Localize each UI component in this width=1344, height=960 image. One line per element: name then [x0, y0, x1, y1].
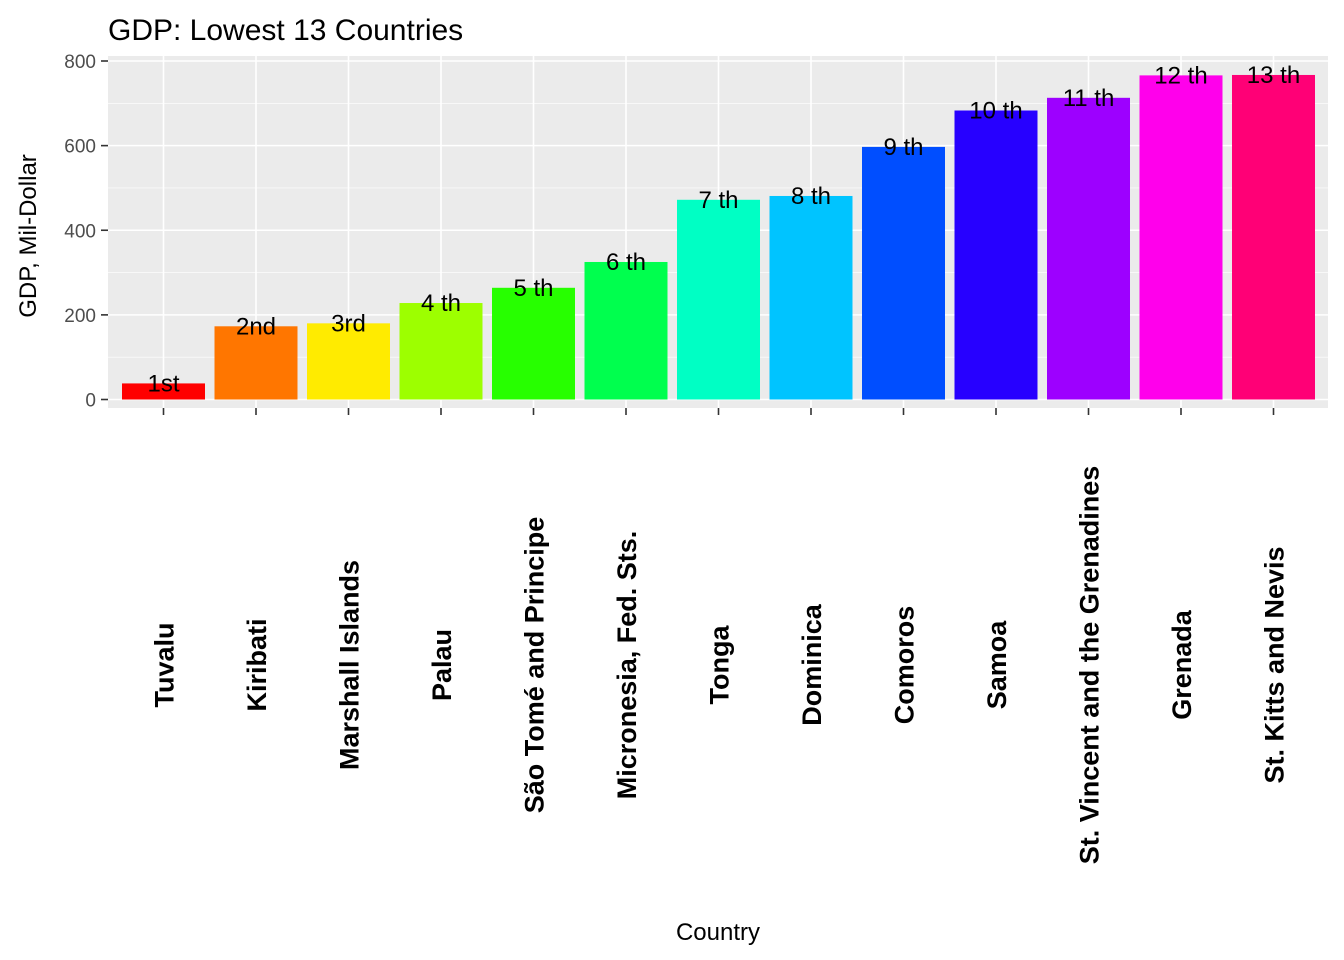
- y-axis-title: GDP, Mil-Dollar: [15, 154, 42, 318]
- bar: [1047, 97, 1130, 400]
- x-axis: Tuvalu Kiribati Marshall Islands Palau São T…: [150, 408, 1290, 864]
- bar-data-label: 4 th: [421, 290, 461, 317]
- bar: [1139, 75, 1223, 400]
- bar-data-label: 11 th: [1063, 85, 1115, 112]
- x-tick-label: Comoros: [890, 606, 920, 725]
- bar-data-label: 6 th: [606, 249, 646, 276]
- y-tick-label: 0: [85, 391, 96, 412]
- x-tick-label: Tuvalu: [150, 622, 180, 707]
- y-tick-label: 400: [64, 221, 96, 242]
- bar-data-label: 10 th: [969, 98, 1022, 125]
- y-tick-label: 200: [64, 306, 96, 327]
- bar: [122, 383, 205, 400]
- bar-data-label: 12 th: [1154, 62, 1207, 89]
- bar: [954, 110, 1038, 400]
- bar-data-label: 3rd: [331, 310, 366, 337]
- y-tick-label: 600: [64, 137, 96, 158]
- bar: [1232, 74, 1315, 400]
- x-tick-label: Marshall Islands: [335, 560, 365, 770]
- bar-data-label: 5 th: [513, 275, 553, 302]
- bar: [584, 261, 668, 400]
- x-tick-label: Micronesia, Fed. Sts.: [612, 531, 642, 800]
- data-labels: 1st 2nd 3rd 4 th 5 th 6 th 7 th 8 th 9 th 10 th 11…: [147, 62, 1300, 397]
- x-tick-label: Dominica: [797, 603, 827, 726]
- bar-data-label: 13 th: [1247, 62, 1300, 89]
- bar: [214, 326, 298, 400]
- y-tick-label: 800: [64, 52, 96, 73]
- bar: [769, 195, 853, 400]
- bar-data-label: 8 th: [791, 183, 831, 210]
- bar: [492, 287, 575, 400]
- x-tick-label: São Tomé and Principe: [520, 517, 550, 814]
- x-tick-label: Palau: [427, 629, 457, 701]
- x-tick-label: St. Vincent and the Grenadines: [1075, 466, 1105, 865]
- bar: [862, 146, 945, 400]
- x-axis-title: Country: [676, 919, 760, 946]
- bar-data-label: 2nd: [236, 313, 276, 340]
- x-tick-label: Tonga: [705, 625, 735, 705]
- bar-data-label: 9 th: [883, 134, 923, 161]
- bar-data-label: 7 th: [698, 187, 738, 214]
- bar-data-label: 1st: [147, 370, 179, 397]
- bar: [307, 323, 390, 400]
- x-tick-label: Kiribati: [242, 618, 272, 711]
- bar: [677, 199, 760, 400]
- bars: [122, 74, 1315, 400]
- bar: [399, 303, 483, 400]
- x-tick-label: Samoa: [982, 620, 1012, 710]
- y-axis: 0 200 400 600 800: [64, 52, 108, 412]
- x-tick-label: Grenada: [1167, 609, 1197, 720]
- chart-title: GDP: Lowest 13 Countries: [108, 14, 463, 47]
- x-tick-label: St. Kitts and Nevis: [1260, 546, 1290, 783]
